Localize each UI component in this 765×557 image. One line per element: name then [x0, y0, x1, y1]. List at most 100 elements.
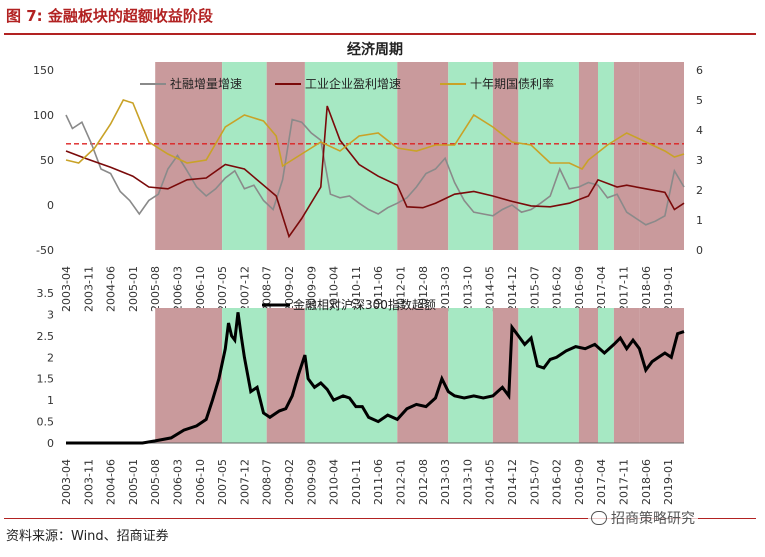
x-tick-label: 2017-04	[595, 266, 608, 312]
regime-band-bottom	[397, 308, 449, 443]
legend-label: 十年期国债利率	[470, 76, 554, 91]
regime-band-top	[597, 62, 614, 250]
regime-band-bottom	[639, 308, 684, 443]
x-tick-label-bottom: 2014-05	[484, 459, 497, 505]
x-tick-label-bottom: 2010-11	[350, 459, 363, 505]
x-tick-label-bottom: 2009-09	[305, 459, 318, 505]
x-tick-label-bottom: 2015-07	[528, 459, 541, 505]
source-note: 资料来源：Wind、招商证券	[6, 529, 169, 544]
x-tick-label-bottom: 2004-06	[105, 459, 118, 505]
x-tick-label: 2009-09	[305, 266, 318, 312]
right-axis-tick-label: 1	[696, 214, 703, 227]
x-tick-label: 2005-01	[127, 266, 140, 312]
left-axis-tick-label: 50	[40, 154, 54, 167]
x-tick-label: 2015-07	[528, 266, 541, 312]
x-tick-label: 2011-06	[372, 266, 385, 312]
bottom-axis-tick-label: 2.5	[37, 330, 55, 343]
x-tick-label: 2012-01	[394, 266, 407, 312]
regime-band-top	[578, 62, 598, 250]
regime-band-top	[492, 62, 519, 250]
right-axis-tick-label: 2	[696, 184, 703, 197]
regime-band-bottom	[613, 308, 640, 443]
left-axis-tick-label: 150	[33, 64, 54, 77]
chart-title: 经济周期	[347, 41, 403, 58]
right-axis-tick-label: 0	[696, 244, 703, 257]
left-axis-tick-label: -50	[36, 244, 54, 257]
x-tick-label-bottom: 2013-10	[461, 459, 474, 505]
regime-band-top	[155, 62, 223, 250]
regime-band-bottom	[578, 308, 598, 443]
x-tick-label-bottom: 2008-07	[261, 459, 274, 505]
x-tick-label: 2018-06	[640, 266, 653, 312]
x-tick-label-bottom: 2018-06	[640, 459, 653, 505]
right-axis-tick-label: 3	[696, 154, 703, 167]
regime-band-top	[613, 62, 640, 250]
x-tick-label: 2003-11	[82, 266, 95, 312]
x-tick-label-bottom: 2003-11	[82, 459, 95, 505]
x-tick-label: 2006-10	[194, 266, 207, 312]
x-tick-label-bottom: 2017-11	[617, 459, 630, 505]
bottom-axis-tick-label: 2	[47, 351, 54, 364]
x-tick-label-bottom: 2012-08	[417, 459, 430, 505]
x-tick-label: 2007-12	[238, 266, 251, 312]
bottom-axis-tick-label: 3	[47, 308, 54, 321]
right-axis-tick-label: 6	[696, 64, 703, 77]
right-axis-tick-label: 4	[696, 124, 703, 137]
regime-band-bottom	[518, 308, 579, 443]
x-tick-label: 2009-02	[283, 266, 296, 312]
x-tick-label: 2014-05	[484, 266, 497, 312]
series-line	[65, 114, 685, 226]
x-tick-label: 2019-01	[662, 266, 675, 312]
x-tick-label: 2016-02	[551, 266, 564, 312]
series-line	[65, 105, 685, 239]
bottom-axis-tick-label: 0.5	[37, 416, 55, 429]
x-tick-label-bottom: 2016-09	[573, 459, 586, 505]
title-rule	[4, 33, 756, 35]
x-tick-label: 2017-11	[617, 266, 630, 312]
x-tick-label-bottom: 2012-01	[394, 459, 407, 505]
x-tick-label-bottom: 2005-01	[127, 459, 140, 505]
x-tick-label-bottom: 2005-08	[149, 459, 162, 505]
x-tick-label: 2014-12	[506, 266, 519, 312]
legend-label-bottom: 金融相对沪深300指数超额	[293, 297, 436, 312]
x-tick-label-bottom: 2014-12	[506, 459, 519, 505]
left-axis-tick-label: 100	[33, 109, 54, 122]
regime-band-top	[518, 62, 579, 250]
x-tick-label: 2013-03	[439, 266, 452, 312]
x-tick-label-bottom: 2016-02	[551, 459, 564, 505]
regime-band-top	[222, 62, 267, 250]
regime-band-bottom	[304, 308, 398, 443]
figure-title: 图 7: 金融板块的超额收益阶段	[6, 7, 213, 25]
bottom-rule	[4, 518, 756, 519]
x-tick-label-bottom: 2006-03	[171, 459, 184, 505]
x-tick-label: 2016-09	[573, 266, 586, 312]
x-tick-label-bottom: 2017-04	[595, 459, 608, 505]
x-tick-label-bottom: 2013-03	[439, 459, 452, 505]
x-tick-label: 2010-11	[350, 266, 363, 312]
x-tick-label-bottom: 2011-06	[372, 459, 385, 505]
left-axis-tick-label: 0	[47, 199, 54, 212]
right-axis-tick-label: 5	[696, 94, 703, 107]
x-tick-label-bottom: 2006-10	[194, 459, 207, 505]
x-tick-label: 2003-04	[60, 266, 73, 312]
x-tick-label: 2006-03	[171, 266, 184, 312]
bottom-axis-tick-label: 0	[47, 437, 54, 450]
legend-label: 社融增量增速	[170, 76, 242, 91]
regime-band-top	[448, 62, 493, 250]
x-tick-label-bottom: 2019-01	[662, 459, 675, 505]
bottom-axis-tick-label: 3.5	[37, 287, 55, 300]
x-tick-label: 2007-05	[216, 266, 229, 312]
excess-return-line	[66, 312, 685, 445]
x-tick-label-bottom: 2009-02	[283, 459, 296, 505]
series-line	[65, 99, 685, 171]
x-tick-label: 2012-08	[417, 266, 430, 312]
x-tick-label: 2005-08	[149, 266, 162, 312]
x-tick-label-bottom: 2003-04	[60, 459, 73, 505]
x-tick-label: 2008-07	[261, 266, 274, 312]
regime-band-bottom	[448, 308, 493, 443]
chart-canvas: 经济周期 150 100 50 0 -50 6 5 4 3 2 1 0 社融增量增速 工业企业盈利增速 十年期…	[33, 41, 703, 505]
watermark: 招商策略研究	[588, 508, 698, 528]
wechat-icon	[591, 511, 607, 525]
regime-band-bottom	[597, 308, 614, 443]
regime-band-top	[304, 62, 398, 250]
